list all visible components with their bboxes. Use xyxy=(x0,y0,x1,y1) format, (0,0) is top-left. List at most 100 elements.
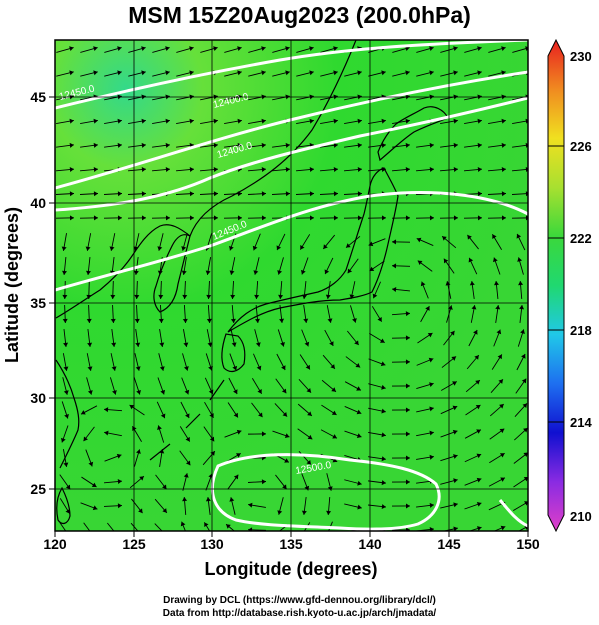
streamline-arrowhead xyxy=(405,167,410,173)
streamline-arrowhead xyxy=(331,410,337,415)
streamline-arrowhead xyxy=(300,269,306,275)
contour-line xyxy=(210,453,441,531)
streamline-arrowhead xyxy=(453,142,458,148)
streamline-arrowhead xyxy=(165,142,170,148)
streamline-arrowhead xyxy=(326,510,332,515)
streamline-arrowhead xyxy=(301,510,307,515)
streamline-arrowhead xyxy=(62,270,67,275)
streamline-arrowhead xyxy=(381,456,386,462)
streamline-arrowhead xyxy=(93,167,98,173)
streamline-arrowhead xyxy=(405,407,410,413)
streamline-arrowhead xyxy=(467,234,472,240)
credit-line: Data from http://database.rish.kyoto-u.a… xyxy=(162,608,437,619)
streamline-arrowhead xyxy=(117,142,122,148)
streamline-arrowhead xyxy=(477,70,482,76)
streamline-arrowhead xyxy=(110,294,116,299)
streamline-arrowhead xyxy=(429,430,434,436)
streamline-arrowhead xyxy=(442,236,447,241)
streamline-arrowhead xyxy=(369,266,375,272)
chart-title: MSM 15Z20Aug2023 (200.0hPa) xyxy=(128,2,471,28)
streamline-arrowhead xyxy=(405,46,410,52)
streamline-arrowhead xyxy=(63,366,69,371)
streamline-arrowhead xyxy=(323,244,328,249)
streamline-arrowhead xyxy=(276,245,282,251)
streamline-arrowhead xyxy=(476,501,482,507)
streamline-arrowhead xyxy=(372,293,378,299)
streamline-arrowhead xyxy=(349,294,355,299)
streamline-arrowhead xyxy=(392,263,397,269)
streamline-arrowhead xyxy=(501,70,506,76)
streamline-arrowhead xyxy=(285,46,290,52)
x-tick-label: 140 xyxy=(358,536,382,552)
streamline-arrowhead xyxy=(157,270,163,275)
streamline-arrowhead xyxy=(141,118,146,124)
streamline-arrowhead xyxy=(429,46,434,52)
streamline-arrowhead xyxy=(471,305,477,310)
y-axis-label: Latitude (degrees) xyxy=(2,207,22,363)
streamline-arrowhead xyxy=(357,480,362,486)
streamline-arrowhead xyxy=(452,429,458,435)
contour-line xyxy=(55,96,528,212)
streamline-arrowhead xyxy=(405,455,410,461)
colorbar-tick-label: 222 xyxy=(570,231,592,246)
streamline-arrowhead xyxy=(309,167,314,173)
streamline-arrowhead xyxy=(69,191,74,197)
streamline-arrowhead xyxy=(405,311,410,317)
streamline-arrowhead xyxy=(492,234,497,239)
streamline-arrowhead xyxy=(226,524,231,529)
y-tick-label: 45 xyxy=(30,89,46,105)
streamline-arrowhead xyxy=(476,429,481,434)
streamline-arrowhead xyxy=(183,342,189,347)
streamline-arrowhead xyxy=(381,118,386,124)
streamline-arrowhead xyxy=(306,388,312,393)
streamline-arrowhead xyxy=(495,305,501,310)
streamline-arrowhead xyxy=(453,215,458,221)
streamline-arrowhead xyxy=(165,46,170,52)
streamline-arrowhead xyxy=(305,364,310,370)
streamline-arrowhead xyxy=(519,305,525,310)
streamline-arrowhead xyxy=(277,510,283,515)
streamline-arrowhead xyxy=(206,294,212,299)
streamline-arrowhead xyxy=(301,294,307,299)
streamline-arrowhead xyxy=(141,70,146,76)
streamline-arrowhead xyxy=(381,70,386,76)
streamline-arrowhead xyxy=(63,390,69,395)
streamline-arrowhead xyxy=(522,403,528,408)
streamline-arrowhead xyxy=(304,341,310,347)
taiwan-coastline xyxy=(56,486,71,525)
streamline-arrowhead xyxy=(392,287,397,292)
streamline-arrowhead xyxy=(357,215,362,221)
streamline-arrowhead xyxy=(332,434,337,439)
streamline-arrowhead xyxy=(261,142,266,148)
streamline-arrowhead xyxy=(86,318,92,323)
streamline-arrowhead xyxy=(205,497,211,502)
streamline-arrowhead xyxy=(477,46,482,52)
streamline-arrowhead xyxy=(357,167,362,173)
streamline-arrowhead xyxy=(139,476,144,481)
streamline-arrowhead xyxy=(261,479,266,485)
streamline-arrowhead xyxy=(213,215,218,221)
streamline-arrowhead xyxy=(230,294,236,299)
streamline-arrowhead xyxy=(278,294,284,299)
streamline-arrowhead xyxy=(306,460,311,465)
streamline-arrowhead xyxy=(141,167,146,173)
streamline-arrowhead xyxy=(93,46,98,52)
streamline-arrowhead xyxy=(494,281,499,286)
streamline-arrowhead xyxy=(87,390,93,395)
streamline-arrowhead xyxy=(65,508,70,514)
x-tick-label: 125 xyxy=(122,536,146,552)
streamline-arrowhead xyxy=(333,191,338,197)
streamline-arrowhead xyxy=(405,118,410,124)
streamline-arrowhead xyxy=(477,191,482,197)
streamline-arrowhead xyxy=(501,191,506,197)
streamline-arrowhead xyxy=(157,246,163,251)
streamline-arrowhead xyxy=(111,342,117,347)
y-tick-label: 35 xyxy=(30,295,46,311)
streamline-arrowhead xyxy=(381,167,386,173)
streamline-arrowhead xyxy=(69,46,74,52)
streamline-segment xyxy=(83,522,91,531)
streamline-arrowhead xyxy=(134,318,140,323)
streamline-arrowhead xyxy=(300,244,305,250)
streamline-arrowhead xyxy=(477,167,482,173)
streamline-arrowhead xyxy=(189,118,194,124)
